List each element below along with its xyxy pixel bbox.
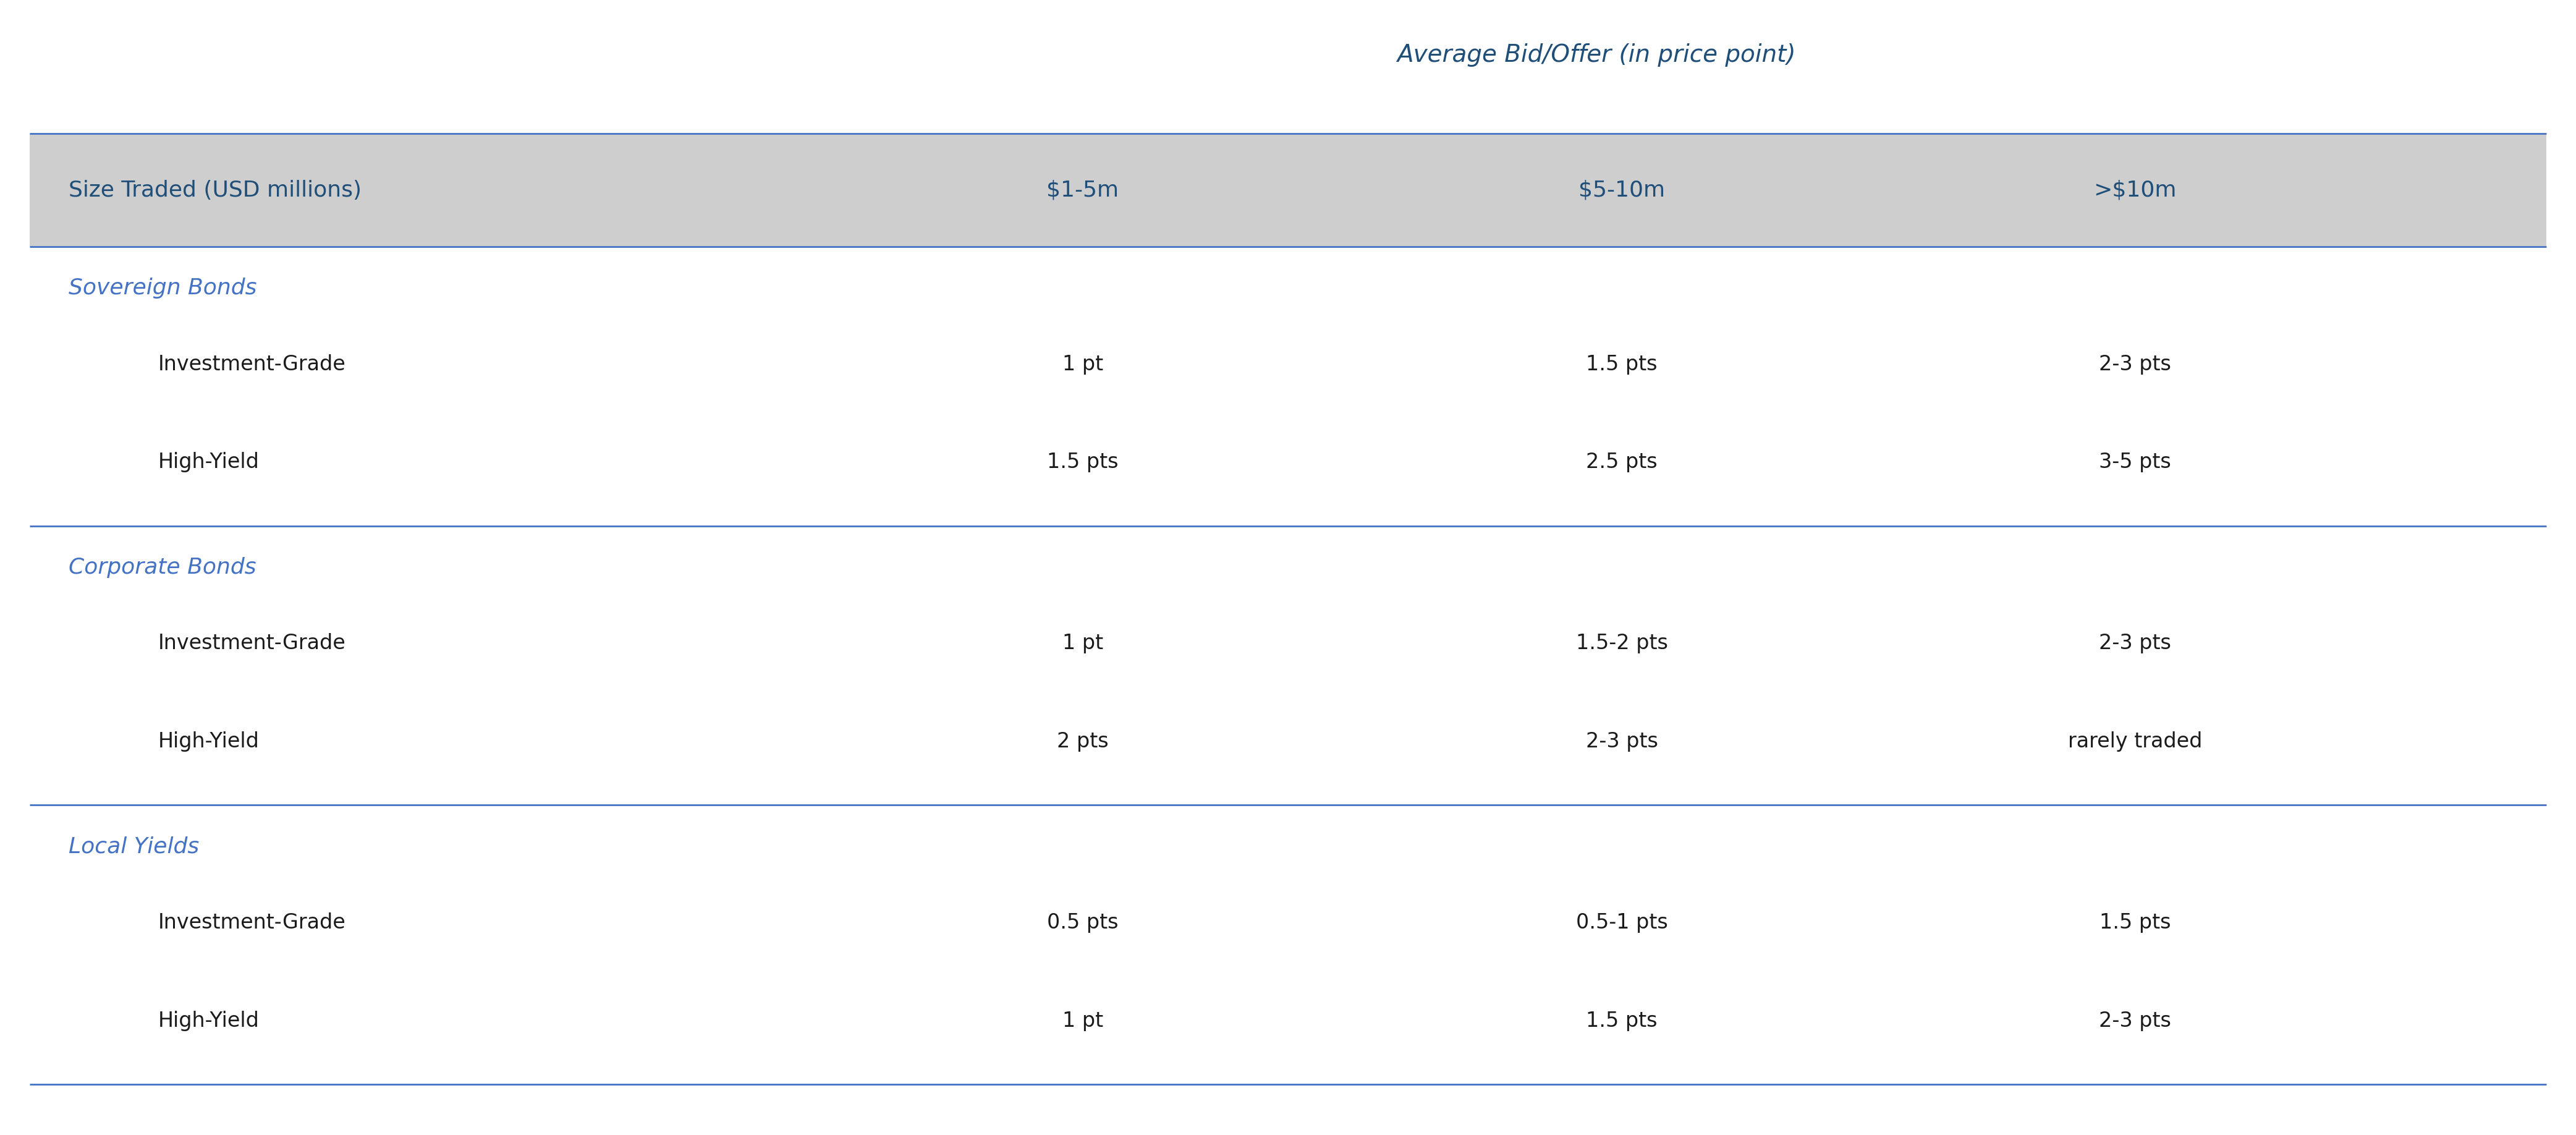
Text: 2-3 pts: 2-3 pts — [2099, 633, 2172, 654]
Text: 1.5 pts: 1.5 pts — [1046, 452, 1118, 472]
Text: 0.5 pts: 0.5 pts — [1046, 913, 1118, 933]
Text: 2-3 pts: 2-3 pts — [2099, 1010, 2172, 1031]
Text: High-Yield: High-Yield — [157, 1010, 260, 1031]
Text: Corporate Bonds: Corporate Bonds — [70, 557, 255, 578]
Text: Investment-Grade: Investment-Grade — [157, 633, 345, 654]
Text: rarely traded: rarely traded — [2069, 731, 2202, 751]
Text: 1 pt: 1 pt — [1061, 633, 1103, 654]
Text: 1.5-2 pts: 1.5-2 pts — [1577, 633, 1667, 654]
Text: 1 pt: 1 pt — [1061, 354, 1103, 375]
Text: 1.5 pts: 1.5 pts — [2099, 913, 2172, 933]
Text: Investment-Grade: Investment-Grade — [157, 354, 345, 375]
Text: 1.5 pts: 1.5 pts — [1587, 354, 1656, 375]
Text: 3-5 pts: 3-5 pts — [2099, 452, 2172, 472]
Text: Local Yields: Local Yields — [70, 836, 198, 857]
Text: 1.5 pts: 1.5 pts — [1587, 1010, 1656, 1031]
Text: 0.5-1 pts: 0.5-1 pts — [1577, 913, 1667, 933]
Bar — [31, 134, 2545, 246]
Text: 2.5 pts: 2.5 pts — [1587, 452, 1656, 472]
Text: 2-3 pts: 2-3 pts — [1587, 731, 1659, 751]
Text: 2-3 pts: 2-3 pts — [2099, 354, 2172, 375]
Text: >$10m: >$10m — [2094, 179, 2177, 201]
Text: $5-10m: $5-10m — [1579, 179, 1664, 201]
Text: Investment-Grade: Investment-Grade — [157, 913, 345, 933]
Text: $1-5m: $1-5m — [1046, 179, 1118, 201]
Text: High-Yield: High-Yield — [157, 731, 260, 751]
Text: Size Traded (USD millions): Size Traded (USD millions) — [70, 179, 361, 201]
Text: 1 pt: 1 pt — [1061, 1010, 1103, 1031]
Text: 2 pts: 2 pts — [1056, 731, 1108, 751]
Text: High-Yield: High-Yield — [157, 452, 260, 472]
Text: Average Bid/Offer (in price point): Average Bid/Offer (in price point) — [1396, 43, 1795, 67]
Text: Sovereign Bonds: Sovereign Bonds — [70, 278, 258, 299]
